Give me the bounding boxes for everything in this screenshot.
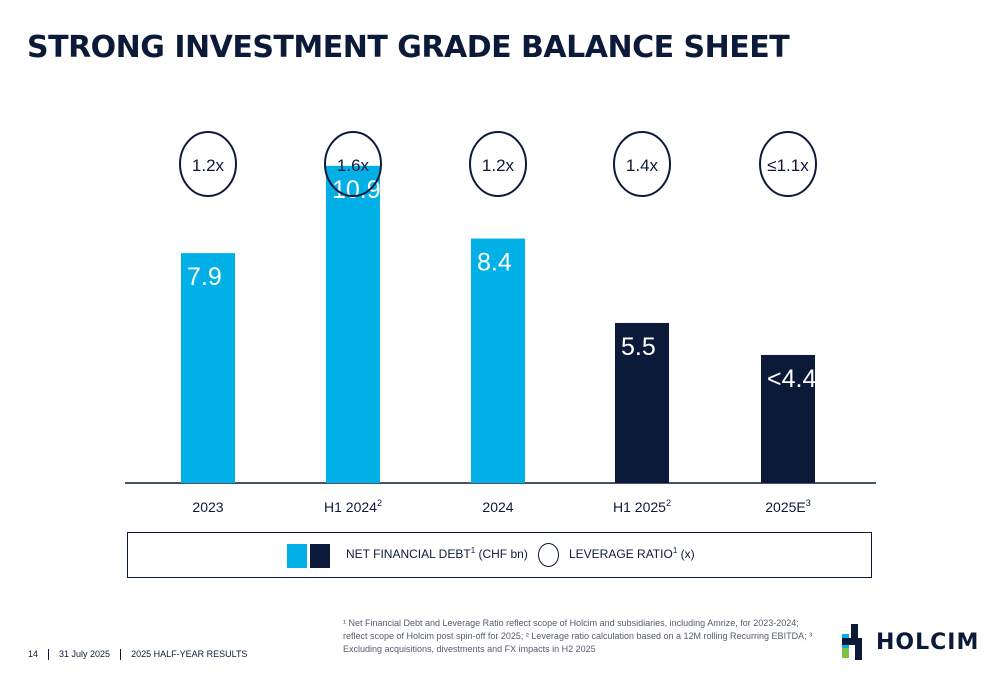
category-label-0: 2023 [192, 499, 223, 515]
leverage-circle-1 [324, 131, 382, 197]
bar-3 [615, 322, 669, 483]
leverage-circle-2 [469, 131, 527, 197]
category-label-2: 2024 [482, 499, 513, 515]
footer: 14 31 July 2025 2025 HALF-YEAR RESULTS [28, 649, 248, 661]
category-label-1: H1 20242 [324, 498, 382, 515]
legend-swatch-current [287, 544, 307, 568]
legend-swatch-future [310, 544, 330, 568]
leverage-label-4: ≤1.1x [767, 156, 809, 175]
holcim-logo: HOLCIM [838, 622, 978, 662]
legend-circle-icon [538, 543, 559, 567]
bar-value-label-1: 10.9 [332, 176, 381, 204]
net-debt-bar-chart: 7.9 1.2x 2023 10.91.6x H1 20242 8.4 1.2x 2024 5.… [125, 131, 876, 515]
leverage-label-0: 1.2x [192, 156, 225, 175]
leverage-circle-3 [613, 131, 671, 197]
leverage-circle-0 [179, 131, 237, 197]
category-label-3: H1 20252 [613, 498, 671, 515]
category-label-4: 2025E3 [765, 498, 811, 515]
page-number: 14 [28, 649, 39, 659]
bar-value-label-2: 8.4 [477, 249, 512, 277]
logo-wordmark: HOLCIM [876, 630, 980, 655]
holcim-logo-icon [842, 624, 862, 660]
chart-legend: NET FINANCIAL DEBT1 (CHF bn) LEVERAGE RA… [127, 532, 872, 578]
leverage-circle-4 [759, 131, 817, 197]
bar-0 [181, 253, 235, 483]
bar-value-label-0: 7.9 [187, 263, 222, 291]
leverage-label-2: 1.2x [482, 156, 515, 175]
leverage-label-1: 1.6x [337, 156, 370, 175]
bar-4 [761, 354, 815, 483]
page-title: STRONG INVESTMENT GRADE BALANCE SHEET [27, 30, 790, 65]
footnote: ¹ Net Financial Debt and Leverage Ratio … [343, 618, 813, 654]
bar-value-label-3: 5.5 [621, 333, 656, 361]
bar-value-label-4: <4.4 [767, 365, 816, 393]
footer-date: 31 July 2025 [59, 649, 111, 659]
leverage-label-3: 1.4x [626, 156, 659, 175]
bar-2 [471, 238, 525, 483]
footer-label: 2025 HALF-YEAR RESULTS [131, 649, 248, 659]
bar-1 [326, 165, 380, 483]
legend-label-leverage: LEVERAGE RATIO1 (x) [569, 546, 695, 562]
legend-label-net-debt: NET FINANCIAL DEBT1 (CHF bn) [346, 546, 528, 562]
